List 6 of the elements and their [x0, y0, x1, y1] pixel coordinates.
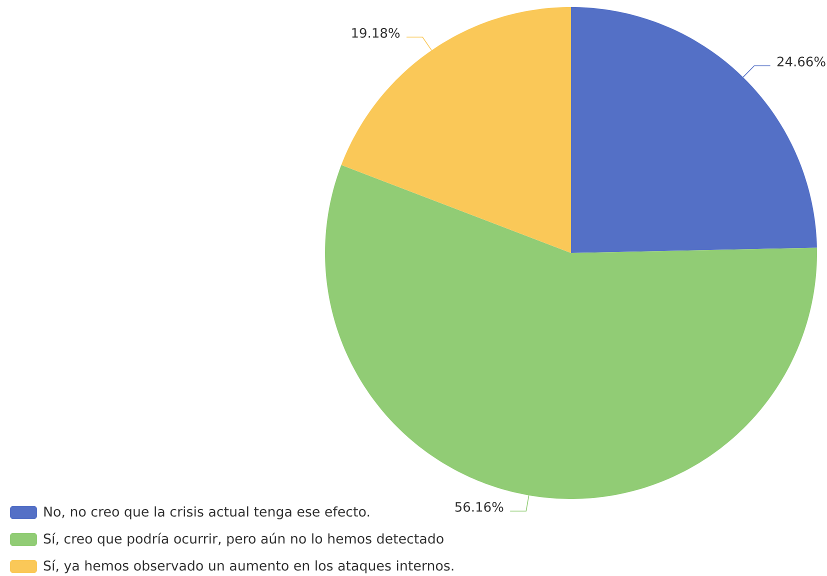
- data-label: 56.16%: [455, 502, 504, 512]
- legend-label: No, no creo que la crisis actual tenga ese efecto.: [44, 506, 370, 520]
- data-label: 19.18%: [352, 28, 400, 38]
- legend-label: Sí, ya hemos observado un aumento en los ataques internos.: [44, 560, 454, 574]
- legend-label: Sí, creo que podría ocurrir, pero aún no lo hemos detectado: [44, 532, 444, 546]
- data-label: 24.66%: [777, 56, 826, 66]
